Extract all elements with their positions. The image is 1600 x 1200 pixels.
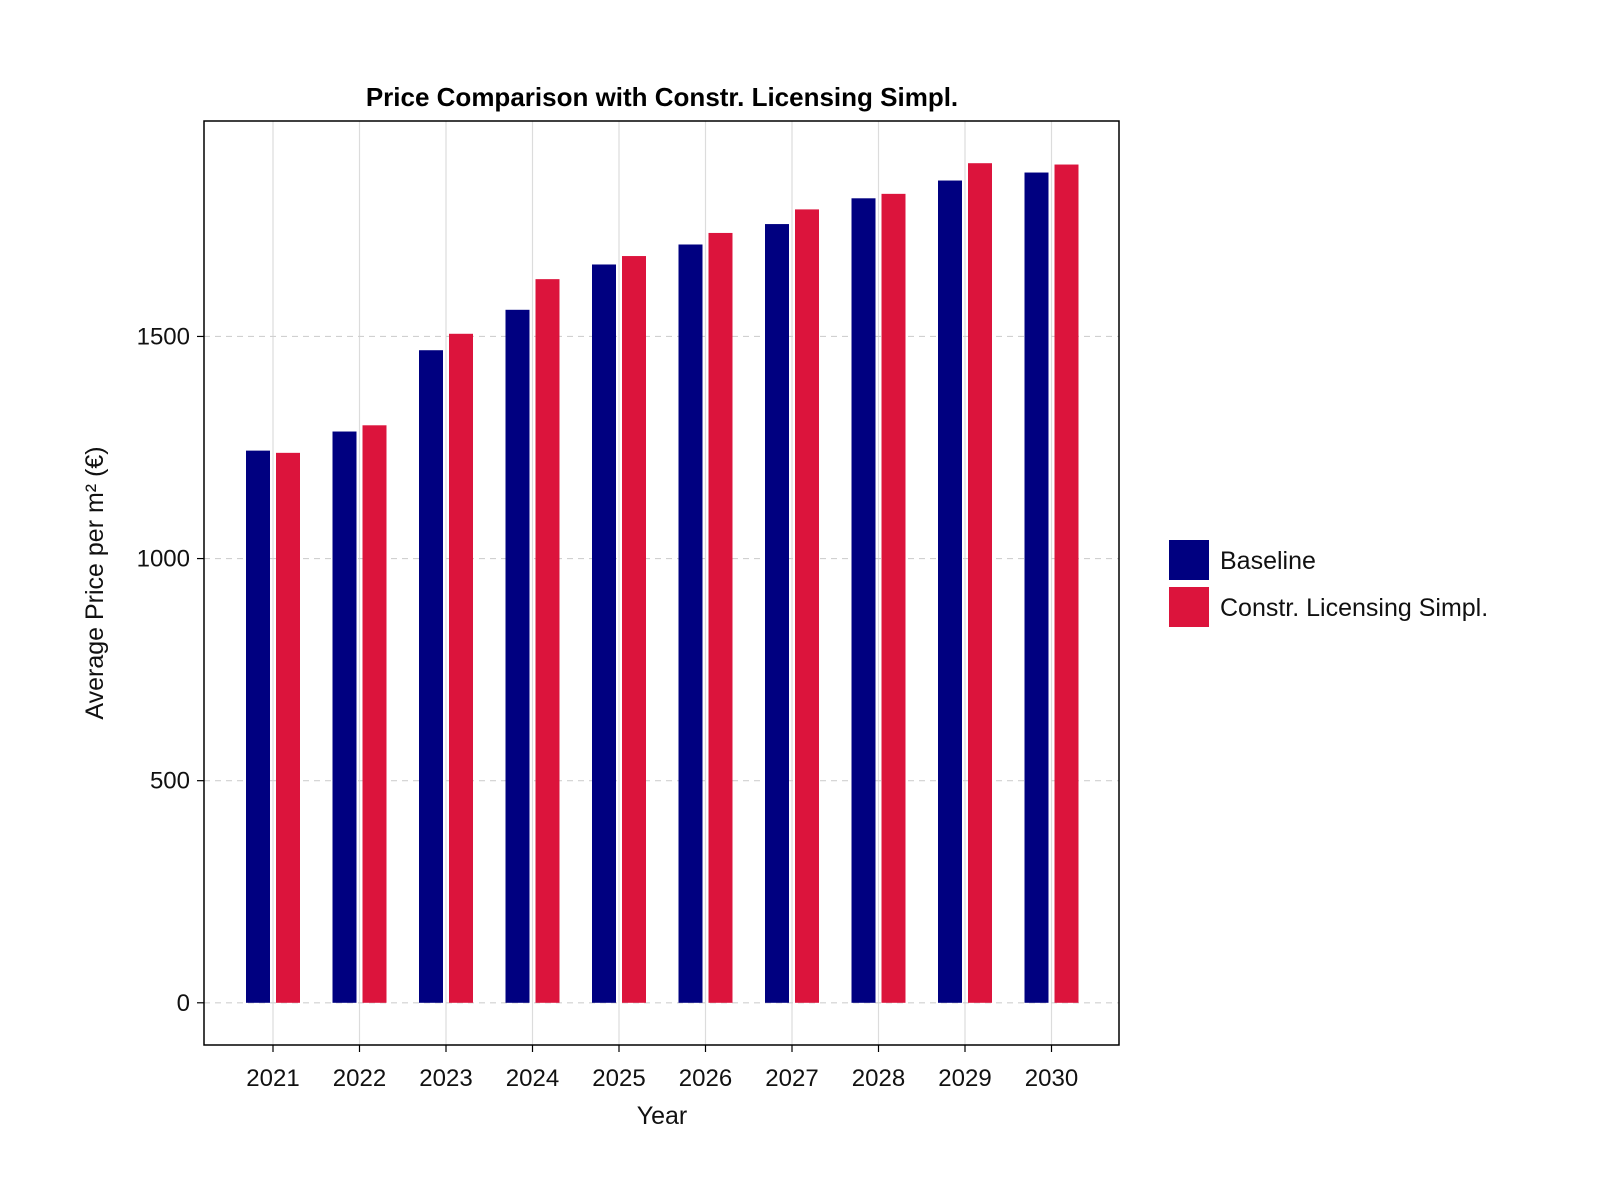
- x-tick-label: 2023: [419, 1065, 472, 1092]
- bar-baseline-2022: [332, 431, 357, 1003]
- bar-constr-licensing-simpl-2023: [449, 333, 473, 1003]
- plot-frame: [203, 120, 1120, 1046]
- bar-constr-licensing-simpl-2022: [362, 425, 387, 1003]
- bar-constr-licensing-simpl-2021: [276, 452, 300, 1003]
- y-tick-label: 0: [177, 990, 190, 1017]
- bar-constr-licensing-simpl-2027: [795, 209, 819, 1003]
- bar-baseline-2028: [851, 198, 876, 1003]
- bar-baseline-2029: [938, 180, 962, 1003]
- x-tick-label: 2025: [592, 1065, 645, 1092]
- chart-title: Price Comparison with Constr. Licensing …: [366, 82, 958, 112]
- bar-constr-licensing-simpl-2029: [968, 163, 992, 1003]
- grid: [204, 121, 1119, 1045]
- bar-baseline-2021: [246, 450, 270, 1003]
- bar-baseline-2024: [505, 309, 530, 1003]
- x-axis-label: Year: [637, 1102, 688, 1130]
- legend: Baseline Constr. Licensing Simpl.: [1169, 540, 1488, 627]
- bar-baseline-2023: [419, 350, 443, 1003]
- bar-constr-licensing-simpl-2030: [1054, 164, 1079, 1003]
- x-tick-label: 2021: [246, 1065, 299, 1092]
- bar-constr-licensing-simpl-2028: [881, 193, 906, 1003]
- bars: [246, 163, 1079, 1003]
- x-tick-label: 2022: [333, 1065, 386, 1092]
- bar-constr-licensing-simpl-2024: [535, 279, 560, 1003]
- y-tick-label: 500: [150, 768, 190, 795]
- x-tick-label: 2024: [506, 1065, 559, 1092]
- x-tick-label: 2028: [852, 1065, 905, 1092]
- bar-baseline-2027: [765, 224, 789, 1003]
- bar-baseline-2030: [1024, 172, 1049, 1003]
- x-tick-label: 2029: [938, 1065, 991, 1092]
- x-tick-label: 2030: [1025, 1065, 1078, 1092]
- legend-label: Baseline: [1220, 547, 1316, 575]
- y-axis-ticks: 0 500 1000 1500: [137, 323, 204, 1017]
- bar-constr-licensing-simpl-2026: [708, 232, 733, 1003]
- y-tick-label: 1500: [137, 323, 190, 350]
- bar-constr-licensing-simpl-2025: [622, 256, 646, 1003]
- x-axis-ticks: 2021 2022 2023 2024 2025 2026 2027 2028 2029 2030: [246, 1045, 1078, 1092]
- x-tick-label: 2026: [679, 1065, 732, 1092]
- legend-label: Constr. Licensing Simpl.: [1220, 594, 1488, 622]
- x-tick-label: 2027: [765, 1065, 818, 1092]
- y-axis-label: Average Price per m² (€): [81, 446, 109, 719]
- bar-baseline-2025: [592, 264, 616, 1003]
- bar-baseline-2026: [678, 244, 703, 1003]
- legend-swatch: [1169, 540, 1209, 580]
- y-tick-label: 1000: [137, 546, 190, 573]
- legend-swatch: [1169, 587, 1209, 627]
